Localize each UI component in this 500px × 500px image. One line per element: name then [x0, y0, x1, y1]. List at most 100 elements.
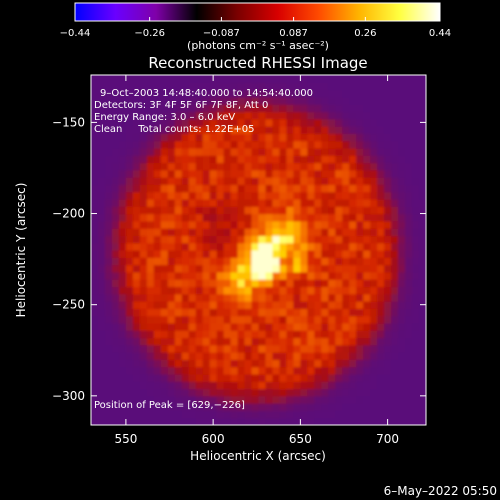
flux-pixel: [349, 352, 357, 360]
flux-pixel: [314, 104, 322, 113]
flux-pixel: [181, 220, 190, 229]
flux-pixel: [258, 191, 267, 200]
flux-pixel: [181, 301, 190, 309]
flux-pixel: [202, 322, 211, 331]
flux-pixel: [412, 75, 420, 83]
flux-pixel: [328, 359, 336, 368]
flux-pixel: [314, 184, 322, 193]
flux-pixel: [398, 220, 406, 229]
flux-pixel: [384, 410, 392, 419]
flux-pixel: [202, 177, 211, 185]
flux-pixel: [91, 126, 99, 134]
flux-pixel: [139, 169, 148, 178]
flux-pixel: [223, 373, 232, 382]
flux-pixel: [272, 198, 281, 207]
flux-pixel: [377, 308, 385, 317]
flux-pixel: [125, 147, 134, 156]
flux-pixel: [412, 228, 420, 237]
flux-pixel: [405, 169, 413, 178]
flux-pixel: [342, 147, 350, 156]
flux-pixel: [328, 286, 336, 295]
flux-pixel: [293, 410, 301, 419]
flux-pixel: [314, 417, 322, 425]
flux-pixel: [384, 388, 392, 397]
flux-pixel: [384, 155, 392, 164]
flux-pixel: [321, 279, 329, 288]
flux-pixel: [111, 126, 120, 134]
flux-pixel: [377, 242, 385, 251]
flux-pixel: [286, 301, 294, 309]
flux-pixel: [286, 82, 294, 91]
flux-pixel: [97, 96, 106, 105]
flux-pixel: [202, 126, 211, 134]
flux-pixel: [349, 315, 357, 324]
flux-pixel: [370, 118, 378, 127]
flux-pixel: [118, 250, 127, 258]
flux-pixel: [160, 96, 169, 105]
flux-pixel: [265, 198, 274, 207]
flux-pixel: [377, 191, 385, 200]
flux-pixel: [356, 228, 364, 237]
flux-pixel: [104, 264, 113, 273]
flux-pixel: [300, 286, 308, 295]
flux-pixel: [202, 403, 211, 412]
flux-pixel: [118, 206, 127, 215]
flux-pixel: [405, 403, 413, 412]
flux-pixel: [293, 228, 301, 237]
flux-pixel: [104, 147, 113, 156]
flux-pixel: [209, 235, 218, 244]
flux-pixel: [279, 403, 288, 412]
flux-pixel: [146, 147, 155, 156]
flux-pixel: [160, 118, 169, 127]
flux-pixel: [342, 257, 350, 266]
flux-pixel: [91, 308, 99, 317]
flux-pixel: [342, 206, 350, 215]
flux-pixel: [118, 169, 127, 178]
flux-pixel: [167, 82, 176, 91]
flux-pixel: [237, 220, 246, 229]
flux-pixel: [132, 264, 141, 273]
flux-pixel: [384, 344, 392, 353]
flux-pixel: [118, 191, 127, 200]
flux-pixel: [111, 111, 120, 120]
flux-pixel: [258, 264, 267, 273]
flux-pixel: [370, 308, 378, 317]
flux-pixel: [132, 126, 141, 134]
flux-pixel: [244, 271, 253, 280]
flux-pixel: [167, 410, 176, 419]
flux-pixel: [300, 322, 308, 331]
flux-pixel: [321, 264, 329, 273]
flux-pixel: [111, 337, 120, 346]
flux-pixel: [293, 118, 301, 127]
flux-pixel: [111, 228, 120, 237]
flux-pixel: [321, 308, 329, 317]
flux-pixel: [321, 235, 329, 244]
flux-pixel: [251, 388, 260, 397]
flux-pixel: [91, 75, 99, 83]
flux-pixel: [125, 177, 134, 185]
flux-pixel: [111, 410, 120, 419]
flux-pixel: [160, 308, 169, 317]
flux-pixel: [307, 293, 315, 302]
flux-pixel: [174, 293, 183, 302]
flux-pixel: [153, 417, 162, 425]
flux-pixel: [188, 198, 197, 207]
flux-pixel: [139, 359, 148, 368]
flux-pixel: [125, 118, 134, 127]
flux-pixel: [419, 250, 426, 258]
flux-pixel: [167, 198, 176, 207]
flux-pixel: [230, 213, 239, 222]
flux-pixel: [391, 220, 399, 229]
flux-pixel: [153, 286, 162, 295]
flux-pixel: [342, 162, 350, 171]
flux-pixel: [174, 330, 183, 339]
flux-pixel: [216, 104, 225, 113]
flux-pixel: [132, 293, 141, 302]
flux-pixel: [363, 191, 371, 200]
flux-pixel: [216, 184, 225, 193]
flux-pixel: [328, 89, 336, 98]
flux-pixel: [104, 96, 113, 105]
flux-pixel: [188, 75, 197, 83]
flux-pixel: [223, 257, 232, 266]
